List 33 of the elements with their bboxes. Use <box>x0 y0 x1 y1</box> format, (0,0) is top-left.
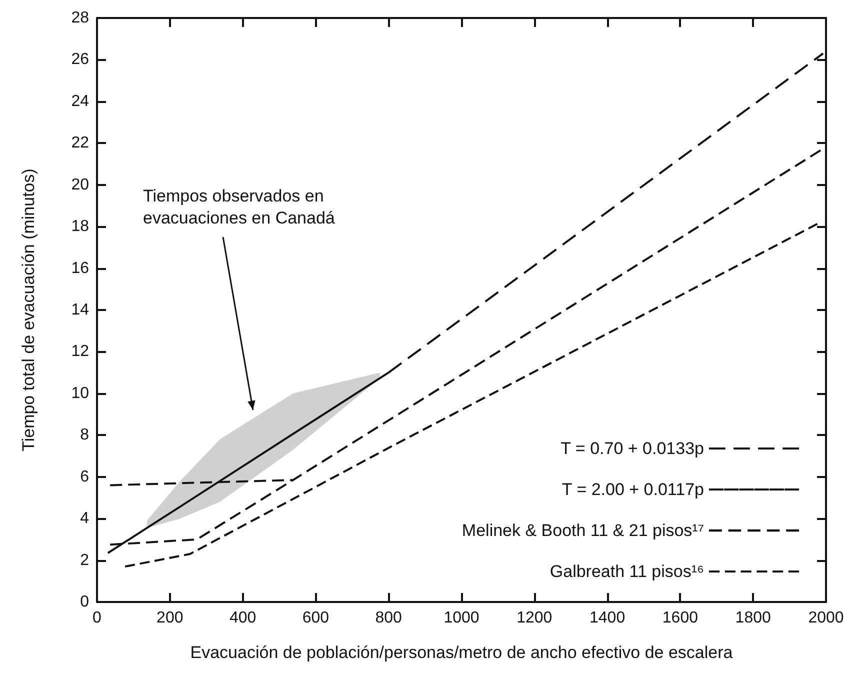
x-tick-label: 1400 <box>590 610 626 626</box>
y-tick-label: 6 <box>80 468 90 486</box>
y-tick-label: 12 <box>71 343 90 360</box>
y-tick-label: 8 <box>80 426 90 444</box>
y-tick-label: 0 <box>80 594 90 610</box>
x-tick-label: 1600 <box>662 610 698 626</box>
legend-label: T = 0.70 + 0.0133p <box>560 439 704 458</box>
x-tick-label: 1000 <box>444 610 480 626</box>
x-tick-label: 2000 <box>808 610 844 626</box>
legend-label: Melinek & Booth 11 & 21 pisos¹⁷ <box>462 521 704 540</box>
y-tick-label: 14 <box>71 302 90 318</box>
annotation: Tiempos observados en evacuaciones en Canadá <box>143 186 336 228</box>
x-tick-label: 0 <box>92 610 102 626</box>
y-tick-label: 24 <box>71 92 90 110</box>
legend-label: Galbreath 11 pisos¹⁶ <box>550 562 704 581</box>
x-tick-label: 800 <box>375 610 402 626</box>
y-tick-label: 26 <box>71 51 90 68</box>
y-tick-label: 16 <box>71 260 90 277</box>
y-tick-label: 22 <box>71 134 90 152</box>
x-tick-label: 1800 <box>735 610 771 626</box>
legend-label: T = 2.00 + 0.0117p <box>562 480 704 499</box>
y-tick-label: 10 <box>71 384 90 402</box>
y-tick-label: 28 <box>71 10 90 26</box>
x-tick-label: 600 <box>302 610 330 626</box>
y-tick-label: 18 <box>71 218 90 236</box>
x-tick-label: 1200 <box>516 610 552 626</box>
x-tick-label: 400 <box>229 610 256 626</box>
y-tick-label: 4 <box>80 510 90 528</box>
x-axis-title: Evacuación de población/personas/metro de ancho efectivo de escalera <box>190 643 734 662</box>
y-tick-label: 2 <box>80 552 90 569</box>
x-tick-label: 200 <box>156 610 184 626</box>
y-axis-title: Tiempo total de evacuación (minutos) <box>19 168 38 452</box>
y-tick-label: 20 <box>71 176 90 194</box>
